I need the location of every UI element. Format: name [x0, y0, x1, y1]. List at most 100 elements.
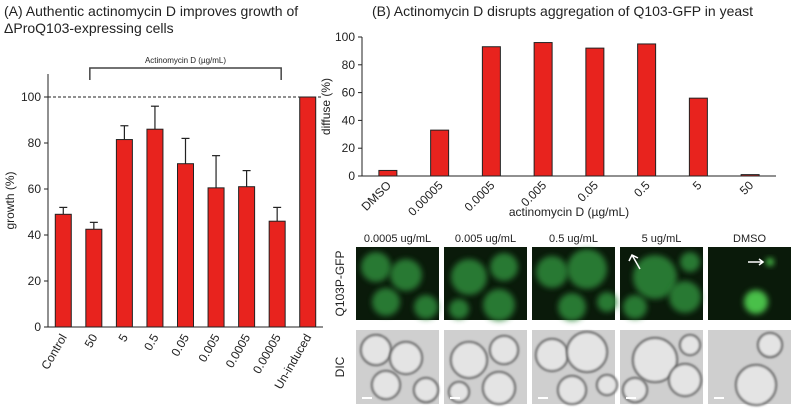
dic-cell: [450, 341, 488, 379]
error-bar: [59, 206, 68, 215]
row-label: Q103P-GFP: [333, 250, 347, 316]
error-bar: [273, 206, 282, 222]
gfp-cell: [414, 295, 438, 319]
gfp-cell: [597, 292, 617, 312]
x-tick-label: Control: [38, 332, 69, 373]
x-tick-label: 0.00005: [405, 178, 446, 219]
bar: [533, 42, 553, 177]
x-tick-label: 5: [690, 178, 705, 193]
error-bar: [242, 170, 251, 187]
bar: [585, 47, 605, 177]
bar: [740, 174, 760, 177]
gfp-cell: [451, 259, 487, 295]
x-tick-label: 0.05: [575, 178, 602, 205]
chart-title: (B) Actinomycin D disrupts aggregation o…: [372, 3, 754, 19]
error-bar: [120, 125, 129, 140]
annotation: Actinomycin D (µg/mL): [145, 56, 226, 65]
bar: [299, 96, 317, 328]
gfp-cell: [390, 259, 422, 291]
x-tick-label: 50: [82, 331, 101, 350]
bar: [238, 186, 256, 328]
y-tick-label: 60: [28, 182, 42, 196]
arrow: [628, 253, 641, 270]
y-tick-label: 40: [342, 113, 356, 127]
gfp-cell: [623, 295, 647, 319]
x-tick-label: 0.005: [196, 331, 223, 364]
dic-cell: [389, 341, 423, 375]
dic-cell: [757, 332, 783, 358]
bar: [481, 46, 501, 177]
y-tick-label: 100: [21, 90, 41, 104]
bar: [146, 128, 164, 328]
error-bar: [89, 221, 98, 230]
bar: [378, 169, 398, 177]
gfp-cell: [680, 252, 700, 272]
column-label: DMSO: [733, 233, 766, 245]
dic-cell: [482, 371, 516, 405]
y-tick-label: 40: [28, 228, 42, 242]
dic-cell: [668, 363, 702, 397]
gfp-cell: [669, 281, 701, 313]
y-tick-label: 20: [28, 274, 42, 288]
bar: [637, 43, 657, 177]
x-tick-label: 0.5: [141, 331, 162, 353]
error-bar: [150, 105, 159, 130]
dic-cell: [557, 375, 587, 405]
chart-title: (A) Authentic actinomycin D improves gro…: [4, 3, 299, 36]
x-tick-label: 0.5: [631, 178, 653, 200]
bar: [85, 228, 103, 328]
column-label: 0.0005 ug/mL: [364, 233, 431, 245]
bar: [688, 97, 708, 177]
gfp-cell: [372, 288, 400, 316]
column-label: 0.005 ug/mL: [455, 233, 516, 245]
y-tick-label: 80: [342, 58, 356, 72]
dic-cell: [679, 334, 701, 356]
error-bar: [212, 155, 221, 188]
y-tick-label: 100: [335, 30, 355, 44]
gfp-cell: [766, 258, 774, 266]
gfp-cell: [490, 253, 518, 281]
x-tick-label: 0.0005: [462, 178, 498, 214]
bar: [115, 139, 133, 328]
y-tick-label: 80: [28, 136, 42, 150]
y-tick-label: 20: [342, 141, 356, 155]
x-tick-label: 0.05: [168, 331, 192, 359]
row-label: DIC: [333, 356, 347, 377]
dic-cell: [489, 335, 519, 365]
bar: [430, 129, 450, 177]
bar: [54, 213, 72, 328]
bracket: [89, 67, 282, 80]
column-label: 5 ug/mL: [642, 233, 682, 245]
dic-cell: [622, 377, 648, 403]
dic-cell: [413, 377, 439, 403]
x-tick-label: 50: [737, 178, 757, 198]
dic-cell: [371, 370, 401, 400]
bar: [268, 220, 286, 328]
gfp-cell: [744, 290, 768, 314]
gfp-cell: [361, 252, 391, 282]
dic-cell: [735, 364, 777, 406]
gfp-cell: [567, 249, 607, 289]
x-tick-label: DMSO: [359, 178, 394, 213]
gfp-cell: [449, 299, 469, 319]
x-tick-label: 0.00005: [250, 331, 284, 376]
y-tick-label: 60: [342, 86, 356, 100]
column-label: 0.5 ug/mL: [549, 233, 598, 245]
dic-cell: [632, 337, 678, 383]
dic-cell: [535, 338, 569, 372]
arrow: [748, 258, 765, 266]
error-bar: [181, 137, 190, 164]
bar: [207, 187, 225, 328]
y-tick-label: 0: [348, 169, 355, 183]
dic-cell: [596, 374, 618, 396]
gfp-cell: [633, 255, 677, 299]
gfp-cell: [483, 289, 515, 321]
x-axis-label: actinomycin D (µg/mL): [509, 205, 629, 219]
bar: [177, 163, 194, 328]
y-axis-label: diffuse (%): [319, 78, 333, 135]
gfp-cell: [536, 256, 568, 288]
y-tick-label: 0: [34, 320, 41, 334]
gfp-cell: [558, 293, 586, 321]
y-axis-label: growth (%): [3, 171, 17, 229]
